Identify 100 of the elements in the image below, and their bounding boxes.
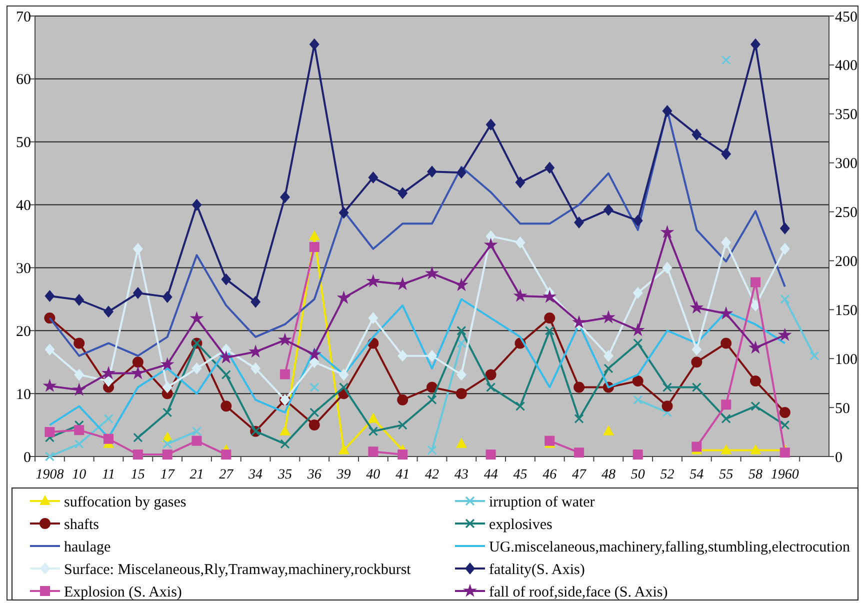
y-tick-label: 70 xyxy=(16,9,31,26)
point xyxy=(280,191,290,204)
point xyxy=(515,176,526,188)
y2-tick-label: 100 xyxy=(835,352,858,368)
point xyxy=(397,394,408,406)
x-tick-label: 46 xyxy=(542,468,557,482)
y-tick-label: 10 xyxy=(16,386,31,403)
point xyxy=(192,362,202,374)
point xyxy=(309,356,320,368)
point xyxy=(630,322,645,336)
point xyxy=(632,450,643,460)
point xyxy=(133,432,143,442)
point xyxy=(750,401,760,411)
x-tick-label: 35 xyxy=(276,468,292,482)
point xyxy=(396,276,410,290)
point xyxy=(692,344,702,356)
point xyxy=(427,350,437,362)
point xyxy=(691,356,702,368)
point xyxy=(74,425,84,436)
x-tick-label: 42 xyxy=(425,468,439,482)
point xyxy=(692,442,702,452)
point xyxy=(74,368,84,381)
y2-tick-label: 450 xyxy=(835,9,858,26)
point xyxy=(780,420,790,430)
point xyxy=(748,340,762,354)
legend-label: fatality(S. Axis) xyxy=(489,562,585,578)
x-tick-label: 43 xyxy=(454,468,468,482)
point xyxy=(660,225,674,238)
point xyxy=(308,230,320,240)
point xyxy=(544,312,556,324)
point xyxy=(719,306,734,320)
point xyxy=(74,294,84,306)
x-tick-label: 54 xyxy=(690,468,704,482)
y-tick-label: 50 xyxy=(16,135,31,152)
point xyxy=(515,236,526,249)
x-tick-label: 58 xyxy=(748,468,762,482)
point xyxy=(602,425,614,436)
point xyxy=(162,408,172,418)
point xyxy=(310,382,320,392)
point xyxy=(513,288,528,302)
point xyxy=(104,374,114,387)
x-tick-label: 36 xyxy=(306,468,322,482)
point xyxy=(310,408,320,418)
point xyxy=(278,332,292,346)
point xyxy=(162,439,172,449)
x-tick-label: 47 xyxy=(572,468,588,482)
point xyxy=(248,344,263,358)
point xyxy=(662,262,672,274)
legend-label: Surface: Miscelaneous,Rly,Tramway,machinery,rockburst xyxy=(64,562,412,578)
point xyxy=(132,287,143,300)
legend-label: fall of roof,side,face (S. Axis) xyxy=(489,584,668,600)
point xyxy=(162,450,172,460)
point xyxy=(72,382,86,396)
point xyxy=(750,299,760,312)
point xyxy=(456,388,467,400)
x-tick-label: 52 xyxy=(660,468,674,482)
x-tick-label: 40 xyxy=(366,468,380,482)
point xyxy=(633,338,643,348)
point xyxy=(74,338,85,349)
point xyxy=(338,382,349,392)
point xyxy=(456,326,466,336)
point xyxy=(368,172,378,184)
x-tick-label: 45 xyxy=(513,468,528,482)
point xyxy=(308,420,320,431)
point xyxy=(515,401,526,411)
x-tick-label: 48 xyxy=(601,468,616,482)
point xyxy=(574,216,584,229)
point xyxy=(44,452,55,462)
point xyxy=(721,148,732,160)
point xyxy=(721,236,732,249)
point xyxy=(780,294,790,304)
point xyxy=(427,395,437,405)
point xyxy=(104,414,114,424)
y-tick-label: 60 xyxy=(16,72,31,88)
point xyxy=(484,238,498,251)
point xyxy=(338,368,349,381)
point xyxy=(692,128,702,140)
x-tick-label: 15 xyxy=(130,468,145,482)
point xyxy=(778,328,792,342)
point xyxy=(104,434,114,444)
point xyxy=(280,439,290,449)
point xyxy=(632,214,643,227)
point xyxy=(809,351,820,361)
legend-label: explosives xyxy=(489,516,552,533)
point xyxy=(721,400,732,410)
point xyxy=(132,450,143,460)
legend-label: suffocation by gases xyxy=(64,494,186,510)
point xyxy=(162,381,172,394)
x-tick-label: 11 xyxy=(102,468,116,482)
point xyxy=(162,290,172,303)
point xyxy=(336,290,351,304)
x-tick-label: 27 xyxy=(219,468,234,482)
point xyxy=(132,242,143,255)
point xyxy=(104,306,114,318)
point xyxy=(398,420,408,430)
point xyxy=(250,362,261,374)
point xyxy=(221,370,231,380)
point xyxy=(426,382,438,393)
x-tick-label: 44 xyxy=(484,468,498,482)
point xyxy=(280,369,290,380)
